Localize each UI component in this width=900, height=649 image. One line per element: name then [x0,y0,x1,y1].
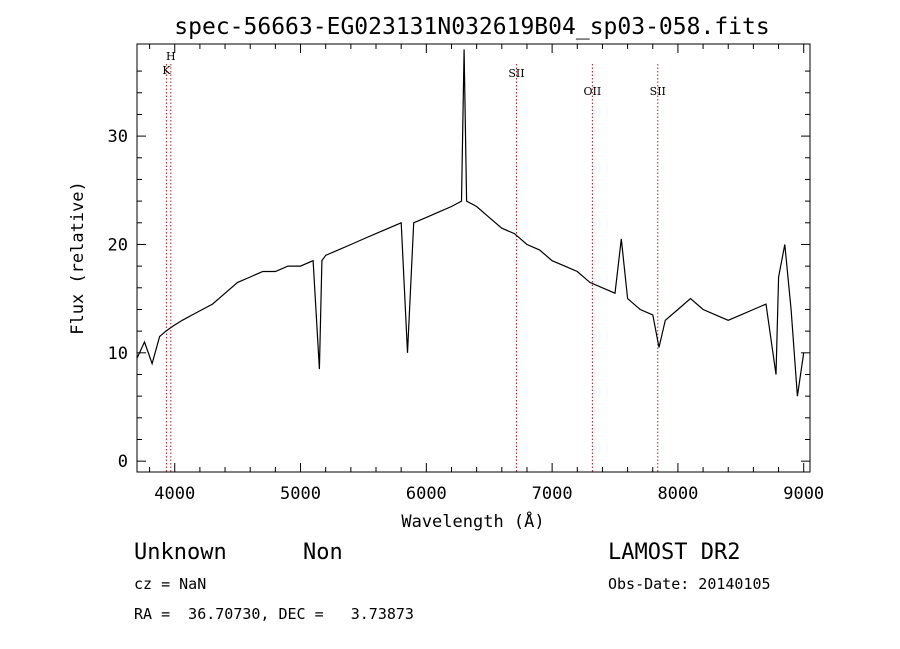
line-marker-label: SII [508,67,524,80]
x-tick-label: 8000 [657,484,698,504]
x-tick-label: 6000 [406,484,447,504]
plot-frame [136,43,811,473]
x-axis-label: Wavelength (Å) [401,510,544,532]
survey-label: LAMOST DR2 [608,540,740,565]
x-axis: 4000 5000 6000 7000 8000 9000 [149,44,824,504]
object-class-label: Unknown [134,540,227,565]
y-tick-label: 30 [108,127,128,147]
line-marker-label: SII [650,85,666,98]
line-marker-label: K [162,64,171,77]
y-axis: 0 10 20 30 [108,70,810,472]
y-tick-label: 0 [118,452,128,472]
x-tick-label: 9000 [783,484,824,504]
y-tick-label: 10 [108,344,128,364]
chart-title: spec-56663-EG023131N032619B04_sp03-058.f… [174,14,769,40]
x-tick-label: 7000 [532,484,573,504]
line-marker-label: H [166,50,176,63]
obs-date-label: Obs-Date: 20140105 [608,575,771,593]
y-axis-label: Flux (relative) [68,181,88,335]
redshift-label: cz = NaN [134,575,206,593]
x-tick-label: 4000 [154,484,195,504]
line-markers: KH SII OII SII [162,50,666,472]
spectrum-series-line [136,49,805,397]
x-tick-label: 5000 [280,484,321,504]
y-tick-label: 20 [108,235,128,255]
object-subclass-label: Non [303,540,343,565]
coordinates-label: RA = 36.70730, DEC = 3.73873 [134,605,414,623]
line-marker-label: OII [584,85,602,98]
